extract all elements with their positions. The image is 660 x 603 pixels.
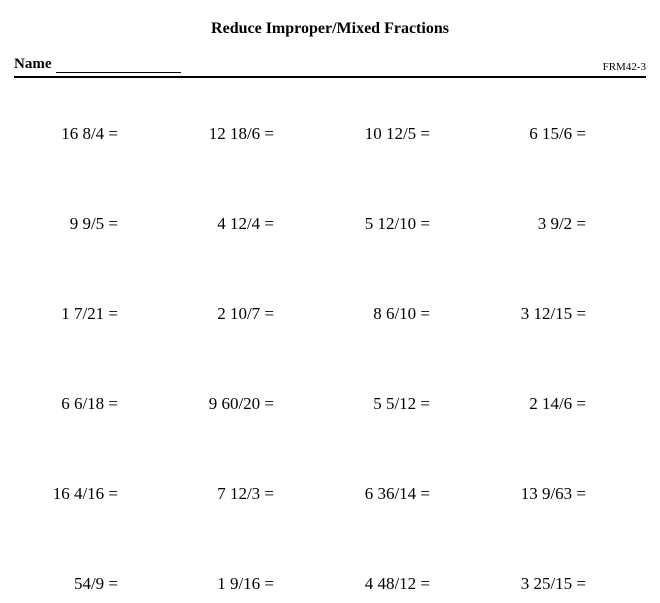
problem-cell: 9 60/20 = bbox=[174, 394, 330, 414]
problem-cell: 3 25/15 = bbox=[486, 574, 642, 594]
problem-cell: 10 12/5 = bbox=[330, 124, 486, 144]
problem-cell: 6 36/14 = bbox=[330, 484, 486, 504]
form-code: FRM42-3 bbox=[603, 61, 646, 73]
problem-cell: 16 4/16 = bbox=[18, 484, 174, 504]
page-title: Reduce Improper/Mixed Fractions bbox=[14, 20, 646, 38]
problem-cell: 16 8/4 = bbox=[18, 124, 174, 144]
problem-cell: 3 9/2 = bbox=[486, 214, 642, 234]
problem-cell: 12 18/6 = bbox=[174, 124, 330, 144]
problem-cell: 2 14/6 = bbox=[486, 394, 642, 414]
problem-cell: 1 7/21 = bbox=[18, 304, 174, 324]
problem-cell: 5 5/12 = bbox=[330, 394, 486, 414]
problem-grid: 16 8/4 = 12 18/6 = 10 12/5 = 6 15/6 = 9 … bbox=[14, 124, 646, 594]
problem-cell: 9 9/5 = bbox=[18, 214, 174, 234]
problem-cell: 54/9 = bbox=[18, 574, 174, 594]
header-row: Name FRM42-3 bbox=[14, 56, 646, 78]
problem-cell: 4 48/12 = bbox=[330, 574, 486, 594]
problem-cell: 13 9/63 = bbox=[486, 484, 642, 504]
name-section: Name bbox=[14, 56, 181, 73]
problem-cell: 8 6/10 = bbox=[330, 304, 486, 324]
problem-cell: 4 12/4 = bbox=[174, 214, 330, 234]
problem-cell: 6 15/6 = bbox=[486, 124, 642, 144]
problem-cell: 7 12/3 = bbox=[174, 484, 330, 504]
problem-cell: 1 9/16 = bbox=[174, 574, 330, 594]
name-input-line[interactable] bbox=[56, 59, 181, 73]
name-label: Name bbox=[14, 56, 52, 73]
problem-cell: 6 6/18 = bbox=[18, 394, 174, 414]
problem-cell: 2 10/7 = bbox=[174, 304, 330, 324]
problem-cell: 3 12/15 = bbox=[486, 304, 642, 324]
problem-cell: 5 12/10 = bbox=[330, 214, 486, 234]
